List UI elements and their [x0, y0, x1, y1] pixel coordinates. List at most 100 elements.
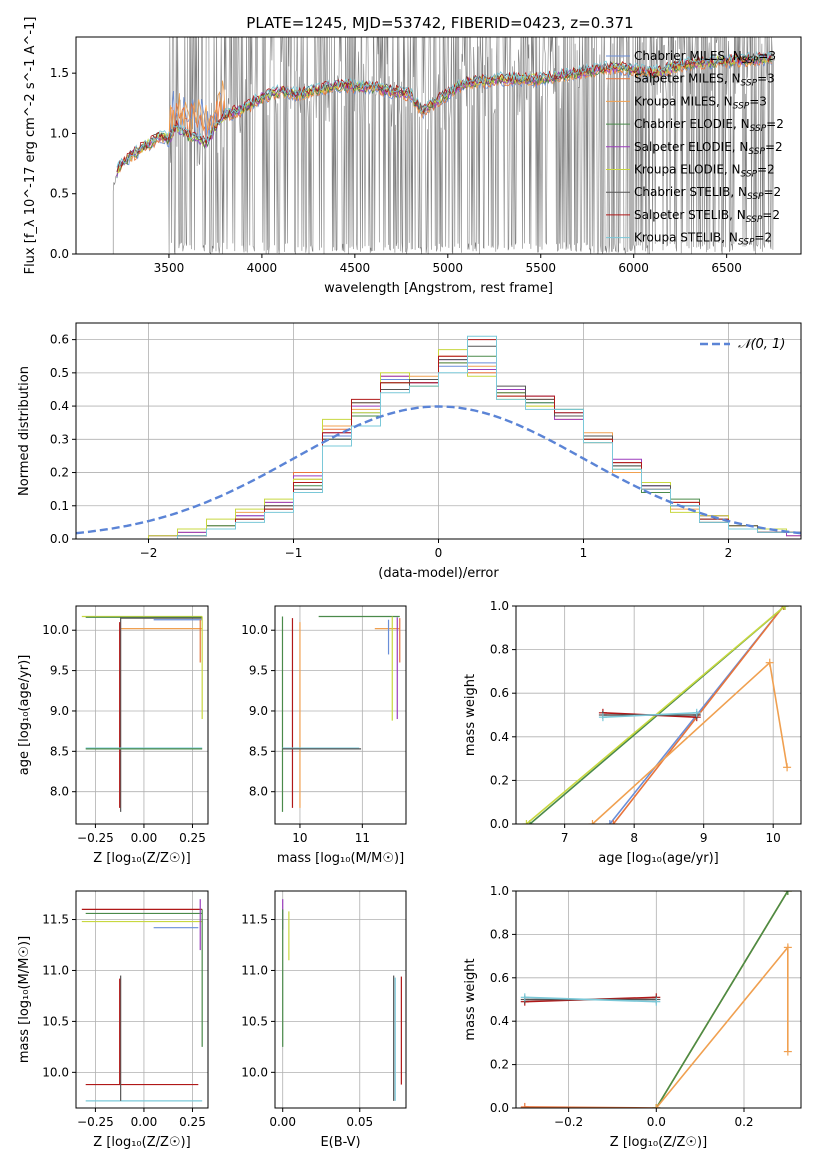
spectrum-xlabel: wavelength [Angstrom, rest frame] — [324, 281, 553, 296]
weight_vs_z-plot-area — [520, 891, 792, 1108]
spectrum-xtick-label: 4000 — [247, 261, 278, 275]
weight_vs_age-panel: 7 8 9 10 0.0 0.2 0.4 0.6 0.8 1.0 age [log₁₀(age/yr… — [463, 599, 802, 866]
mass_vs_ebv-panel: 0.00 0.05 10.0 10.5 11.0 11.5 E(B-V) — [241, 890, 407, 1150]
residuals-ytick-label: 0.4 — [50, 399, 69, 413]
figure-title: PLATE=1245, MJD=53742, FIBERID=0423, z=0… — [246, 14, 633, 32]
residuals-ytick-label: 0.1 — [50, 499, 69, 513]
age_vs_mass-frame — [274, 605, 407, 825]
weight_vs_z-xtick-label: −0.2 — [554, 1115, 583, 1129]
weight_vs_age-frame — [515, 605, 802, 825]
legend-label: Kroupa MILES, NSSP=3 — [634, 94, 767, 111]
legend-label: Chabrier ELODIE, NSSP=2 — [634, 117, 784, 134]
weight-line — [524, 996, 657, 1003]
mass_vs_z-panel: −0.25 0.00 0.25 10.0 10.5 11.0 11.5 Z [log₁₀(Z/… — [17, 890, 209, 1150]
observed-spectrum — [112, 37, 776, 254]
mass_vs_z-xlabel: Z [log₁₀(Z/Z☉)] — [93, 1135, 190, 1150]
weight_vs_z-xtick-label: 0.2 — [734, 1115, 753, 1129]
model-spectrum-line — [116, 51, 772, 172]
residuals-plot-area — [76, 335, 801, 539]
weight_vs_age-ytick-label: 0.8 — [490, 643, 509, 657]
weight-line — [655, 891, 789, 1108]
age_vs_z-frame — [75, 605, 209, 825]
spectrum-ytick-label: 1.5 — [50, 66, 69, 80]
mass_vs_ebv-xtick-label: 0.05 — [346, 1115, 373, 1129]
age_vs_z-ytick-label: 9.5 — [50, 664, 69, 678]
weight_vs_z-ytick-label: 1.0 — [490, 884, 509, 898]
spectrum-xtick-label: 5500 — [525, 261, 556, 275]
mass_vs_ebv-xtick-label: 0.00 — [269, 1115, 296, 1129]
residuals-xtick-label: 1 — [580, 546, 588, 560]
age_vs_mass-panel: 10 11 8.0 8.5 9.0 9.5 10.0 mass [log₁₀(M/M☉)] — [241, 605, 407, 866]
mass_vs_ebv-xlabel: E(B-V) — [320, 1135, 360, 1150]
weight_vs_z-frame — [515, 890, 802, 1109]
mass_vs_z-ytick-label: 11.5 — [42, 913, 69, 927]
age_vs_mass-xtick-label: 10 — [292, 831, 307, 845]
gaussian-curve — [76, 405, 801, 535]
residuals-ylabel: Normed distribution — [17, 366, 32, 496]
weight_vs_z-ylabel: mass weight — [463, 958, 478, 1040]
spectrum-ylabel: Flux [f_λ 10^-17 erg cm^-2 s^-1 A^-1] — [23, 17, 38, 275]
residuals-xtick-label: 0 — [435, 546, 443, 560]
weight_vs_age-ytick-label: 0.6 — [490, 686, 509, 700]
mass_vs_ebv-plot-area — [282, 899, 402, 1101]
weight_vs_age-xlabel: age [log₁₀(age/yr)] — [598, 851, 719, 866]
mass_vs_ebv-ytick-label: 11.0 — [241, 963, 268, 977]
age_vs_z-ytick-label: 9.0 — [50, 704, 69, 718]
age_vs_z-xtick-label: 0.00 — [131, 831, 158, 845]
age_vs_mass-xlabel: mass [log₁₀(M/M☉)] — [277, 851, 404, 866]
spectrum-xtick-label: 6000 — [618, 261, 649, 275]
residuals-xtick-label: 2 — [725, 546, 733, 560]
age_vs_mass-ytick-label: 9.5 — [249, 664, 268, 678]
age_vs_mass-ytick-label: 8.0 — [249, 785, 268, 799]
legend-label: 𝒩(0, 1) — [738, 337, 785, 352]
weight_vs_z-ytick-label: 0.4 — [490, 1014, 509, 1028]
weight_vs_age-ytick-label: 0.2 — [490, 773, 509, 787]
age_vs_z-xlabel: Z [log₁₀(Z/Z☉)] — [93, 851, 190, 866]
mass_vs_ebv-ytick-label: 11.5 — [241, 913, 268, 927]
spectrum-ytick-label: 0.0 — [50, 247, 69, 261]
residuals-ytick-label: 0.5 — [50, 366, 69, 380]
age_vs_z-ytick-label: 10.0 — [42, 623, 69, 637]
weight_vs_age-ytick-label: 0.4 — [490, 730, 509, 744]
age_vs_z-plot-area — [81, 615, 203, 812]
age_vs_z-ytick-label: 8.0 — [50, 785, 69, 799]
mass_vs_z-plot-area — [81, 899, 203, 1102]
mass_vs_z-ytick-label: 10.0 — [42, 1065, 69, 1079]
spectrum-xtick-label: 4500 — [340, 261, 371, 275]
age_vs_z-ytick-label: 8.5 — [50, 744, 69, 758]
spectrum-ytick-label: 0.5 — [50, 187, 69, 201]
mass_vs_z-ytick-label: 10.5 — [42, 1014, 69, 1028]
spectrum-plot-area — [112, 37, 776, 254]
residuals-xtick-label: −1 — [285, 546, 303, 560]
age_vs_z-xtick-label: −0.25 — [77, 831, 114, 845]
mass_vs_z-ytick-label: 11.0 — [42, 963, 69, 977]
residuals-xlabel: (data-model)/error — [378, 566, 499, 581]
age_vs_z-xtick-label: 0.25 — [179, 831, 206, 845]
weight_vs_age-ytick-label: 0.0 — [490, 817, 509, 831]
legend-label: Salpeter ELODIE, NSSP=2 — [634, 140, 783, 157]
age_vs_mass-ytick-label: 8.5 — [249, 744, 268, 758]
weight_vs_z-ytick-label: 0.0 — [490, 1101, 509, 1115]
mass_vs_ebv-ytick-label: 10.5 — [241, 1014, 268, 1028]
spectrum-frame — [75, 36, 802, 255]
legend-label: Salpeter MILES, NSSP=3 — [634, 72, 775, 89]
legend-label: Kroupa ELODIE, NSSP=2 — [634, 163, 775, 180]
weight-line — [602, 712, 697, 718]
histogram-step — [148, 349, 801, 539]
weight_vs_age-xtick-label: 9 — [700, 831, 708, 845]
age_vs_z-ylabel: age [log₁₀(age/yr)] — [17, 655, 32, 776]
weight_vs_age-ytick-label: 1.0 — [490, 599, 509, 613]
age_vs_mass-xtick-label: 11 — [355, 831, 370, 845]
mass_vs_z-xtick-label: 0.00 — [131, 1115, 158, 1129]
age_vs_mass-plot-area — [281, 615, 401, 812]
legend-label: Kroupa STELIB, NSSP=2 — [634, 231, 772, 248]
legend-label: Chabrier STELIB, NSSP=2 — [634, 185, 781, 202]
age_vs_z-panel: −0.25 0.00 0.25 8.0 8.5 9.0 9.5 10.0 Z [log₁₀(Z/… — [17, 605, 209, 866]
mass_vs_z-xtick-label: 0.25 — [179, 1115, 206, 1129]
weight_vs_age-ylabel: mass weight — [463, 674, 478, 756]
model-spectrum-line — [116, 51, 772, 168]
weight_vs_z-ytick-label: 0.6 — [490, 971, 509, 985]
weight_vs_z-panel: −0.2 0.0 0.2 0.0 0.2 0.4 0.6 0.8 1.0 Z [log₁₀(Z/Z… — [463, 884, 802, 1150]
spectrum-ytick-label: 1.0 — [50, 126, 69, 140]
